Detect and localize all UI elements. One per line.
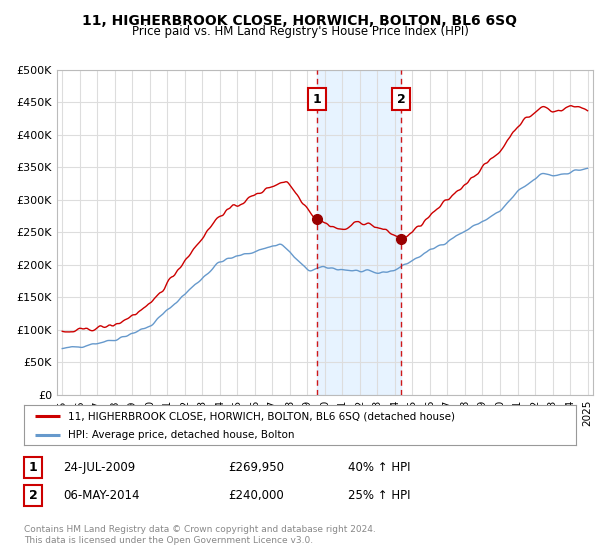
Text: 24-JUL-2009: 24-JUL-2009 bbox=[63, 461, 135, 474]
Bar bbox=[317, 70, 401, 395]
Text: 06-MAY-2014: 06-MAY-2014 bbox=[63, 489, 139, 502]
Text: Contains HM Land Registry data © Crown copyright and database right 2024.
This d: Contains HM Land Registry data © Crown c… bbox=[24, 525, 376, 545]
Text: £269,950: £269,950 bbox=[228, 461, 284, 474]
Text: 25% ↑ HPI: 25% ↑ HPI bbox=[348, 489, 410, 502]
Text: 40% ↑ HPI: 40% ↑ HPI bbox=[348, 461, 410, 474]
Text: HPI: Average price, detached house, Bolton: HPI: Average price, detached house, Bolt… bbox=[68, 430, 295, 440]
Text: 1: 1 bbox=[313, 93, 322, 106]
Text: 1: 1 bbox=[29, 461, 37, 474]
Text: 2: 2 bbox=[397, 93, 406, 106]
Text: 11, HIGHERBROOK CLOSE, HORWICH, BOLTON, BL6 6SQ: 11, HIGHERBROOK CLOSE, HORWICH, BOLTON, … bbox=[83, 14, 517, 28]
Text: £240,000: £240,000 bbox=[228, 489, 284, 502]
Text: 2: 2 bbox=[29, 489, 37, 502]
Text: 11, HIGHERBROOK CLOSE, HORWICH, BOLTON, BL6 6SQ (detached house): 11, HIGHERBROOK CLOSE, HORWICH, BOLTON, … bbox=[68, 411, 455, 421]
Text: Price paid vs. HM Land Registry's House Price Index (HPI): Price paid vs. HM Land Registry's House … bbox=[131, 25, 469, 38]
